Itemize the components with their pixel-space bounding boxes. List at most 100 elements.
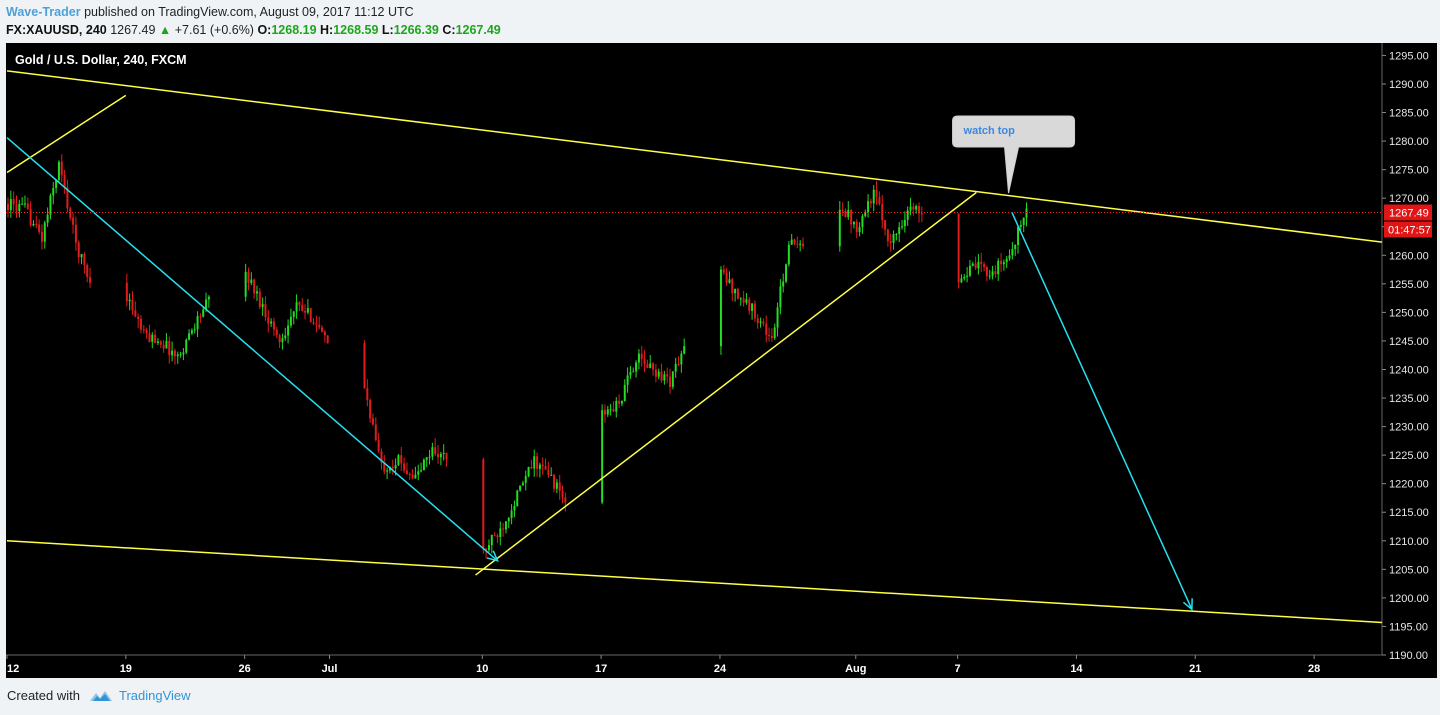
candle-body [250, 279, 253, 283]
candle-body [445, 452, 448, 460]
tradingview-logo-icon[interactable] [89, 689, 113, 703]
candle-body [909, 206, 912, 211]
candle-body [391, 466, 394, 469]
candle-body [603, 410, 606, 415]
candle-body [524, 476, 527, 483]
candle-body [773, 327, 776, 338]
candle-body [278, 335, 281, 343]
candle-body [901, 226, 904, 228]
candle-body [536, 456, 539, 469]
candle-body [12, 199, 15, 205]
candle-body [663, 374, 666, 381]
symbol-label: FX:XAUUSD, 240 [6, 23, 107, 37]
author-link[interactable]: Wave-Trader [6, 5, 81, 19]
candle-body [626, 375, 629, 385]
candle-body [898, 227, 901, 234]
y-tick-label: 1190.00 [1389, 650, 1428, 662]
candle-body [1025, 208, 1028, 218]
candle-body [182, 352, 185, 355]
footer: Created with TradingView [7, 688, 191, 703]
candle-body [683, 346, 686, 354]
arrow-head-icon [1182, 598, 1193, 611]
candle-body [654, 369, 657, 377]
candle-body [1005, 258, 1008, 263]
candle-body [374, 424, 377, 440]
candle-body [799, 243, 802, 245]
candle-body [753, 303, 756, 319]
close-label: C: [442, 23, 456, 37]
candle-body [906, 210, 909, 220]
candle-body [997, 260, 1000, 275]
candle-body [270, 321, 273, 324]
candle-body [612, 409, 615, 412]
candle-body [74, 224, 77, 243]
candle-body [312, 322, 315, 324]
created-with-label: Created with [7, 688, 80, 703]
candle-body [635, 362, 638, 372]
candle-body [637, 353, 640, 363]
candle-body [555, 482, 558, 489]
candle-body [889, 241, 892, 243]
change-value: +7.61 (+0.6%) [174, 23, 254, 37]
candle-body [7, 203, 9, 211]
tradingview-brand-link[interactable]: TradingView [118, 688, 191, 703]
y-tick-label: 1290.00 [1389, 79, 1429, 91]
candle-body [507, 518, 510, 522]
x-tick-label: 10 [476, 663, 488, 675]
candle-body [490, 534, 493, 546]
open-label: O: [257, 23, 272, 37]
close-value: 1267.49 [455, 23, 501, 37]
trendline-3 [6, 94, 127, 174]
candle-body [920, 213, 923, 215]
candle-body [855, 221, 858, 233]
candle-body [504, 521, 507, 530]
candle-body [957, 213, 960, 283]
candle-body [770, 335, 773, 338]
chart-frame[interactable]: 1190.00 1195.00 1200.00 1205.00 1210.00 1215.… [6, 43, 1437, 678]
candle-body [38, 224, 41, 232]
candle-body [377, 439, 380, 452]
candle-body [502, 528, 505, 530]
candle-body [533, 456, 536, 469]
x-tick-label: 19 [120, 663, 132, 675]
candle-body [199, 316, 202, 318]
callout-bubble [952, 115, 1076, 194]
candle-body [606, 409, 609, 415]
candle-body [796, 243, 799, 245]
candle-body [261, 304, 264, 308]
candle-body [168, 340, 171, 356]
y-tick-label: 1225.00 [1389, 450, 1429, 462]
trendlines [6, 70, 1383, 624]
chart-header: Wave-Trader published on TradingView.com… [6, 3, 1436, 39]
candle-body [363, 343, 366, 389]
price-chart[interactable]: 1190.00 1195.00 1200.00 1205.00 1210.00 1215.… [6, 43, 1437, 678]
candle-body [739, 298, 742, 300]
candle-body [304, 310, 307, 313]
candle-body [918, 205, 921, 214]
candle-body [671, 371, 674, 387]
candle-body [553, 474, 556, 489]
candle-body [309, 308, 312, 323]
publish-line: Wave-Trader published on TradingView.com… [6, 3, 1436, 21]
y-tick-label: 1255.00 [1389, 279, 1429, 291]
candle-body [745, 299, 748, 303]
candle-body [55, 179, 58, 189]
y-tick-label: 1210.00 [1389, 536, 1429, 548]
candle-body [601, 410, 604, 503]
candle-body [521, 482, 524, 486]
candle-body [640, 353, 643, 359]
candle-body [558, 482, 561, 491]
candle-body [915, 205, 918, 210]
candle-body [530, 467, 533, 469]
candle-body [615, 400, 618, 412]
candle-body [315, 323, 318, 325]
candle-body [756, 318, 759, 323]
candle-body [884, 220, 887, 230]
candle-body [886, 229, 889, 242]
y-tick-label: 1220.00 [1389, 479, 1429, 491]
candle-body [841, 209, 844, 211]
candle-body [403, 463, 406, 471]
arrow-head-icon [486, 550, 499, 562]
y-tick-label: 1230.00 [1389, 422, 1429, 434]
candle-body [1019, 224, 1022, 227]
